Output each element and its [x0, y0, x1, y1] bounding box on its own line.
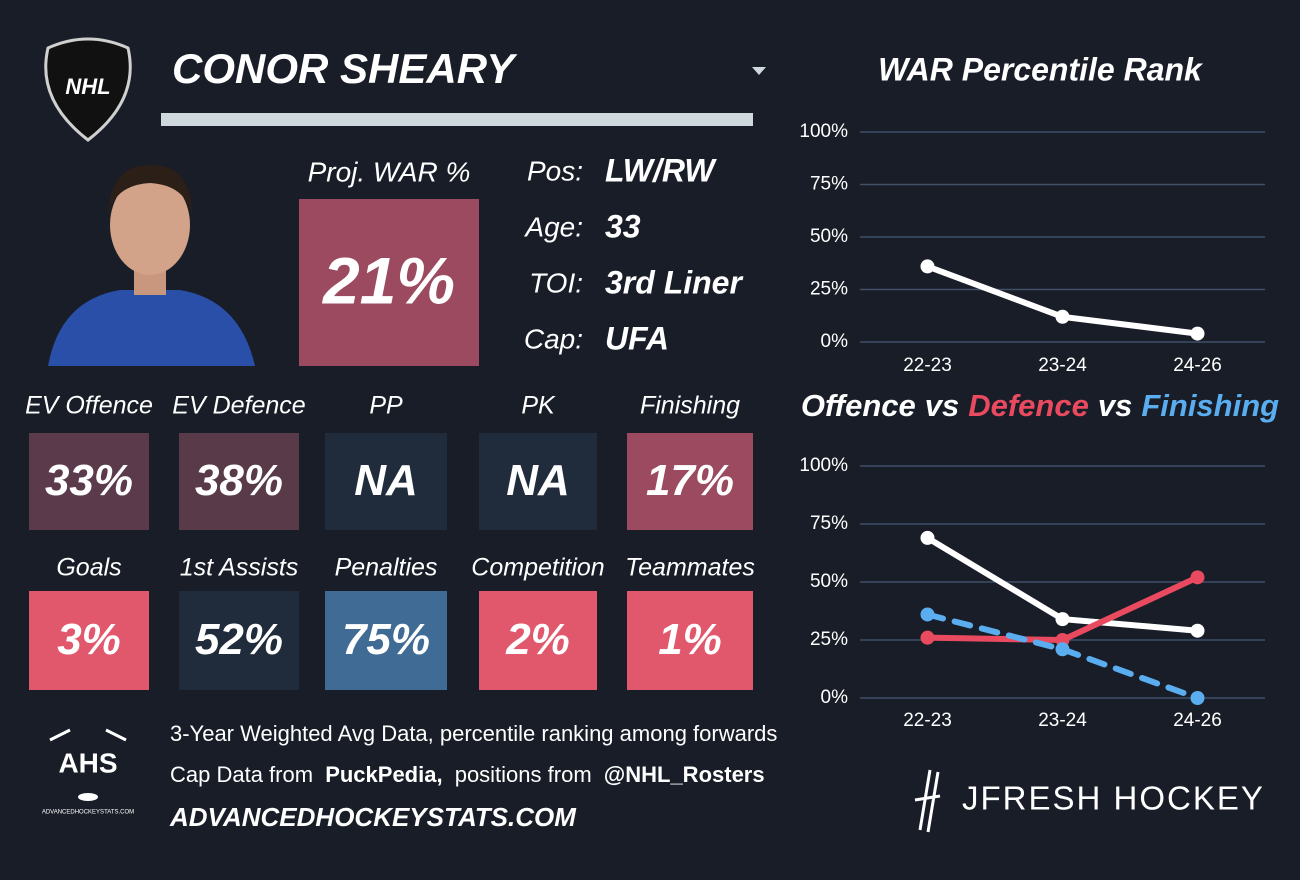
credit-source: PuckPedia,: [325, 762, 442, 787]
info-value: LW/RW: [605, 152, 717, 188]
y-tick-label: 25%: [810, 629, 848, 650]
chart-title: Offence vs Defence vs Finishing: [801, 388, 1279, 423]
title-separator: vs: [1098, 388, 1132, 423]
credit-text: positions from: [455, 762, 592, 787]
tile: [479, 591, 597, 690]
nhl-shield: [44, 37, 132, 142]
series-point: [1190, 623, 1205, 638]
tile: [179, 591, 299, 690]
footer-note: 3-Year Weighted Avg Data, percentile ran…: [170, 721, 777, 746]
tile-label: Penalties: [335, 554, 438, 582]
series-point: [1190, 691, 1205, 705]
y-tick-label: 75%: [810, 174, 848, 195]
info-label: Pos:: [527, 155, 583, 186]
y-tick-label: 50%: [810, 571, 848, 592]
series-point: [1190, 570, 1205, 585]
tile-value: NA: [354, 456, 418, 505]
tile: [29, 591, 149, 690]
tile-value: 75%: [342, 615, 430, 664]
info-label: Cap:: [524, 323, 583, 354]
title-separator: vs: [925, 388, 959, 423]
info-value: 3rd Liner: [605, 264, 743, 300]
tile-label: EV Offence: [25, 392, 153, 420]
dropdown-arrow[interactable]: [752, 67, 766, 75]
series-point: [1055, 309, 1070, 324]
y-tick-label: 100%: [799, 121, 848, 142]
series-point: [920, 530, 935, 545]
tile-label: EV Defence: [172, 392, 305, 420]
info-label: TOI:: [529, 267, 583, 298]
tile-value: NA: [506, 456, 570, 505]
tile-value: 17%: [646, 456, 734, 505]
tile-value: 2%: [505, 615, 570, 664]
y-tick-label: 0%: [821, 687, 849, 708]
tile: [29, 433, 149, 530]
projection-label: Proj. WAR %: [308, 156, 471, 187]
y-tick-label: 0%: [821, 331, 849, 352]
legend-entry: Defence: [968, 388, 1089, 423]
name-underline: [161, 113, 753, 126]
tile-value: 1%: [658, 615, 722, 664]
y-tick-label: 50%: [810, 226, 848, 247]
tile: [325, 591, 447, 690]
series-point: [920, 259, 935, 274]
series-point: [1055, 612, 1070, 627]
series-point: [1190, 326, 1205, 341]
projection-value: 21%: [321, 243, 455, 317]
y-tick-label: 25%: [810, 279, 848, 300]
tile-label: Goals: [56, 554, 121, 582]
tile-value: 52%: [195, 615, 283, 664]
player-name: CONOR SHEARY: [172, 45, 518, 92]
series-point: [1055, 642, 1070, 657]
credit-source: @NHL_Rosters: [604, 762, 765, 787]
x-tick-label: 23-24: [1038, 710, 1087, 731]
tile-value: 3%: [57, 615, 121, 664]
brand: JFRESH HOCKEY: [962, 780, 1265, 817]
info-label: Age:: [523, 211, 583, 242]
y-tick-label: 75%: [810, 513, 848, 534]
x-tick-label: 22-23: [903, 710, 952, 731]
footer-site: ADVANCEDHOCKEYSTATS.COM: [169, 802, 577, 832]
tile-value: 38%: [195, 456, 283, 505]
ahs-logo-text: AHS: [58, 747, 117, 778]
y-tick-label: 100%: [799, 455, 848, 476]
ahs-logo-site: ADVANCEDHOCKEYSTATS.COM: [42, 810, 134, 816]
tile: [325, 433, 447, 530]
x-tick-label: 23-24: [1038, 355, 1087, 376]
tile-label: Finishing: [640, 392, 740, 420]
series-point: [920, 607, 935, 622]
tile-label: 1st Assists: [180, 554, 299, 582]
x-tick-label: 24-26: [1173, 355, 1222, 376]
tile-value: 33%: [45, 456, 133, 505]
credit-text: Cap Data from: [170, 762, 313, 787]
ahs-logo: [49, 728, 127, 801]
projection-tile: [299, 199, 479, 366]
chart-title: WAR Percentile Rank: [878, 51, 1204, 87]
nhl-logo-text: NHL: [65, 74, 110, 99]
x-tick-label: 22-23: [903, 355, 952, 376]
tile: [479, 433, 597, 530]
info-value: 33: [605, 208, 641, 244]
tile-label: Teammates: [625, 554, 755, 582]
legend-entry: Finishing: [1141, 388, 1279, 423]
legend-entry: Offence: [801, 388, 916, 423]
tile-label: PK: [521, 392, 556, 420]
footer-credit: Cap Data from PuckPedia, positions from …: [170, 762, 765, 787]
tile-label: Competition: [471, 554, 604, 582]
tile: [627, 591, 753, 690]
tile: [627, 433, 753, 530]
info-value: UFA: [605, 320, 669, 356]
jfresh-mark: [914, 769, 941, 833]
x-tick-label: 24-26: [1173, 710, 1222, 731]
series-point: [920, 630, 935, 645]
tile-label: PP: [369, 392, 403, 420]
player-photo: [48, 165, 255, 366]
tile: [179, 433, 299, 530]
